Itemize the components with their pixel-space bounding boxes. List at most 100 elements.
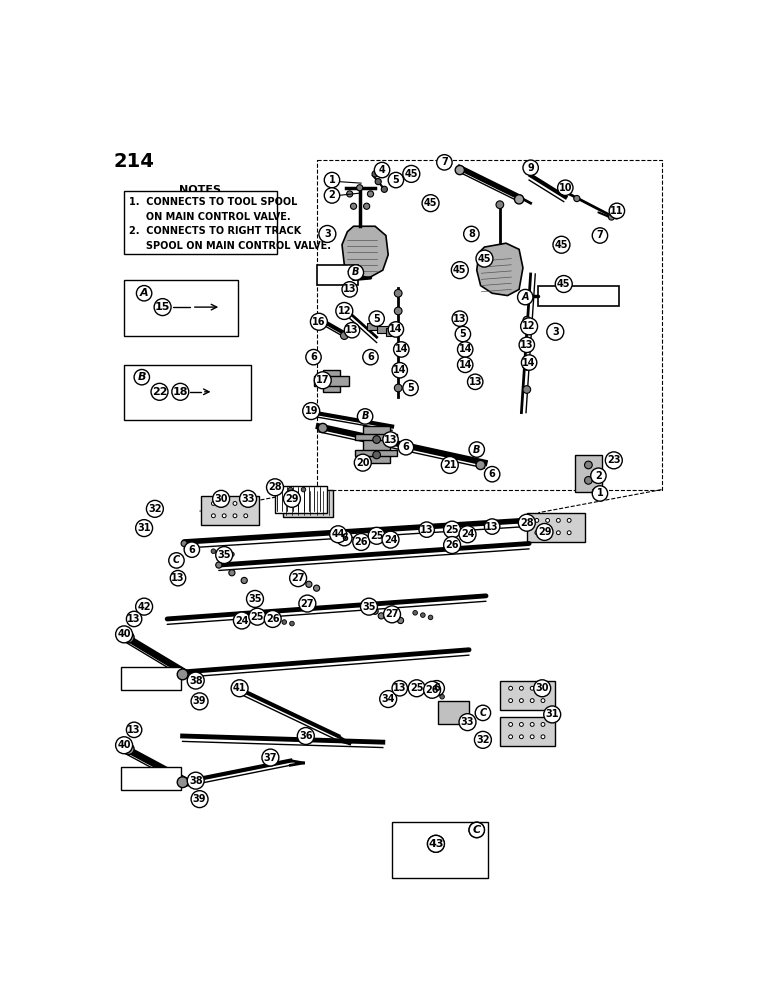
- Circle shape: [136, 286, 152, 301]
- Text: 13: 13: [453, 314, 466, 324]
- Circle shape: [319, 225, 336, 242]
- Circle shape: [289, 570, 307, 587]
- Circle shape: [136, 598, 153, 615]
- Circle shape: [523, 339, 530, 347]
- Bar: [124, 280, 238, 336]
- Circle shape: [381, 186, 388, 192]
- Circle shape: [523, 363, 530, 370]
- Circle shape: [523, 160, 538, 175]
- Circle shape: [264, 610, 281, 627]
- Circle shape: [555, 276, 573, 292]
- Circle shape: [222, 502, 226, 505]
- Circle shape: [541, 723, 545, 726]
- Text: B: B: [353, 267, 360, 277]
- Circle shape: [374, 162, 390, 178]
- Text: 14: 14: [395, 344, 408, 354]
- Circle shape: [337, 530, 352, 546]
- Circle shape: [123, 744, 134, 754]
- Circle shape: [395, 366, 402, 374]
- Circle shape: [170, 570, 186, 586]
- Text: 14: 14: [459, 360, 472, 370]
- Text: B: B: [473, 445, 480, 455]
- Circle shape: [126, 611, 142, 627]
- Circle shape: [187, 672, 204, 689]
- Circle shape: [429, 681, 445, 696]
- Circle shape: [452, 311, 467, 326]
- Circle shape: [348, 265, 363, 280]
- Circle shape: [518, 289, 533, 305]
- Circle shape: [541, 699, 545, 703]
- Text: 43: 43: [428, 839, 444, 849]
- Circle shape: [115, 626, 133, 643]
- Circle shape: [553, 236, 570, 253]
- Circle shape: [306, 581, 312, 587]
- Circle shape: [584, 461, 592, 469]
- Text: 6: 6: [402, 442, 410, 452]
- Circle shape: [383, 432, 399, 447]
- Text: B: B: [361, 411, 369, 421]
- Text: 18: 18: [172, 387, 188, 397]
- Text: 34: 34: [381, 694, 395, 704]
- Circle shape: [249, 608, 266, 625]
- Bar: [526, 513, 584, 542]
- Circle shape: [395, 328, 402, 336]
- Text: 42: 42: [137, 602, 151, 612]
- Text: 41: 41: [233, 683, 246, 693]
- Circle shape: [590, 468, 606, 483]
- Circle shape: [273, 487, 278, 492]
- Circle shape: [530, 686, 534, 690]
- Circle shape: [413, 610, 417, 615]
- Circle shape: [534, 680, 551, 697]
- Text: 14: 14: [389, 324, 402, 334]
- Circle shape: [592, 488, 600, 496]
- Circle shape: [567, 531, 571, 535]
- Bar: [367, 323, 379, 330]
- Text: 28: 28: [520, 518, 534, 528]
- Circle shape: [384, 606, 400, 623]
- Circle shape: [375, 179, 381, 185]
- Circle shape: [363, 349, 378, 365]
- Circle shape: [609, 203, 625, 219]
- Circle shape: [476, 250, 493, 267]
- Circle shape: [469, 822, 484, 838]
- Text: 16: 16: [312, 317, 326, 327]
- Circle shape: [289, 621, 294, 626]
- Circle shape: [523, 293, 530, 301]
- Circle shape: [484, 466, 500, 482]
- Circle shape: [211, 502, 215, 505]
- Circle shape: [441, 456, 459, 473]
- Text: 31: 31: [137, 523, 151, 533]
- Text: 4: 4: [378, 165, 385, 175]
- Circle shape: [344, 323, 360, 338]
- Circle shape: [468, 231, 477, 240]
- Circle shape: [177, 669, 188, 680]
- Circle shape: [530, 735, 534, 739]
- Text: 25: 25: [410, 683, 424, 693]
- Circle shape: [402, 380, 418, 396]
- Text: 13: 13: [485, 522, 499, 532]
- Text: 11: 11: [610, 206, 624, 216]
- Text: C: C: [173, 555, 180, 565]
- Circle shape: [408, 680, 425, 697]
- Text: 13: 13: [127, 725, 141, 735]
- Circle shape: [519, 723, 523, 726]
- Bar: [363, 426, 390, 463]
- Circle shape: [519, 514, 535, 531]
- Text: 45: 45: [557, 279, 570, 289]
- Circle shape: [574, 195, 580, 202]
- Text: 1: 1: [597, 488, 603, 498]
- Circle shape: [547, 323, 564, 340]
- Bar: [124, 365, 251, 420]
- Text: 13: 13: [384, 435, 397, 445]
- Text: 17: 17: [316, 375, 329, 385]
- Circle shape: [184, 542, 200, 557]
- Text: 22: 22: [152, 387, 167, 397]
- Text: 37: 37: [264, 753, 277, 763]
- Circle shape: [342, 282, 357, 297]
- Text: 12: 12: [523, 321, 536, 331]
- Circle shape: [380, 691, 397, 708]
- Circle shape: [233, 502, 237, 505]
- Circle shape: [324, 172, 339, 188]
- Circle shape: [546, 518, 550, 522]
- Circle shape: [262, 749, 279, 766]
